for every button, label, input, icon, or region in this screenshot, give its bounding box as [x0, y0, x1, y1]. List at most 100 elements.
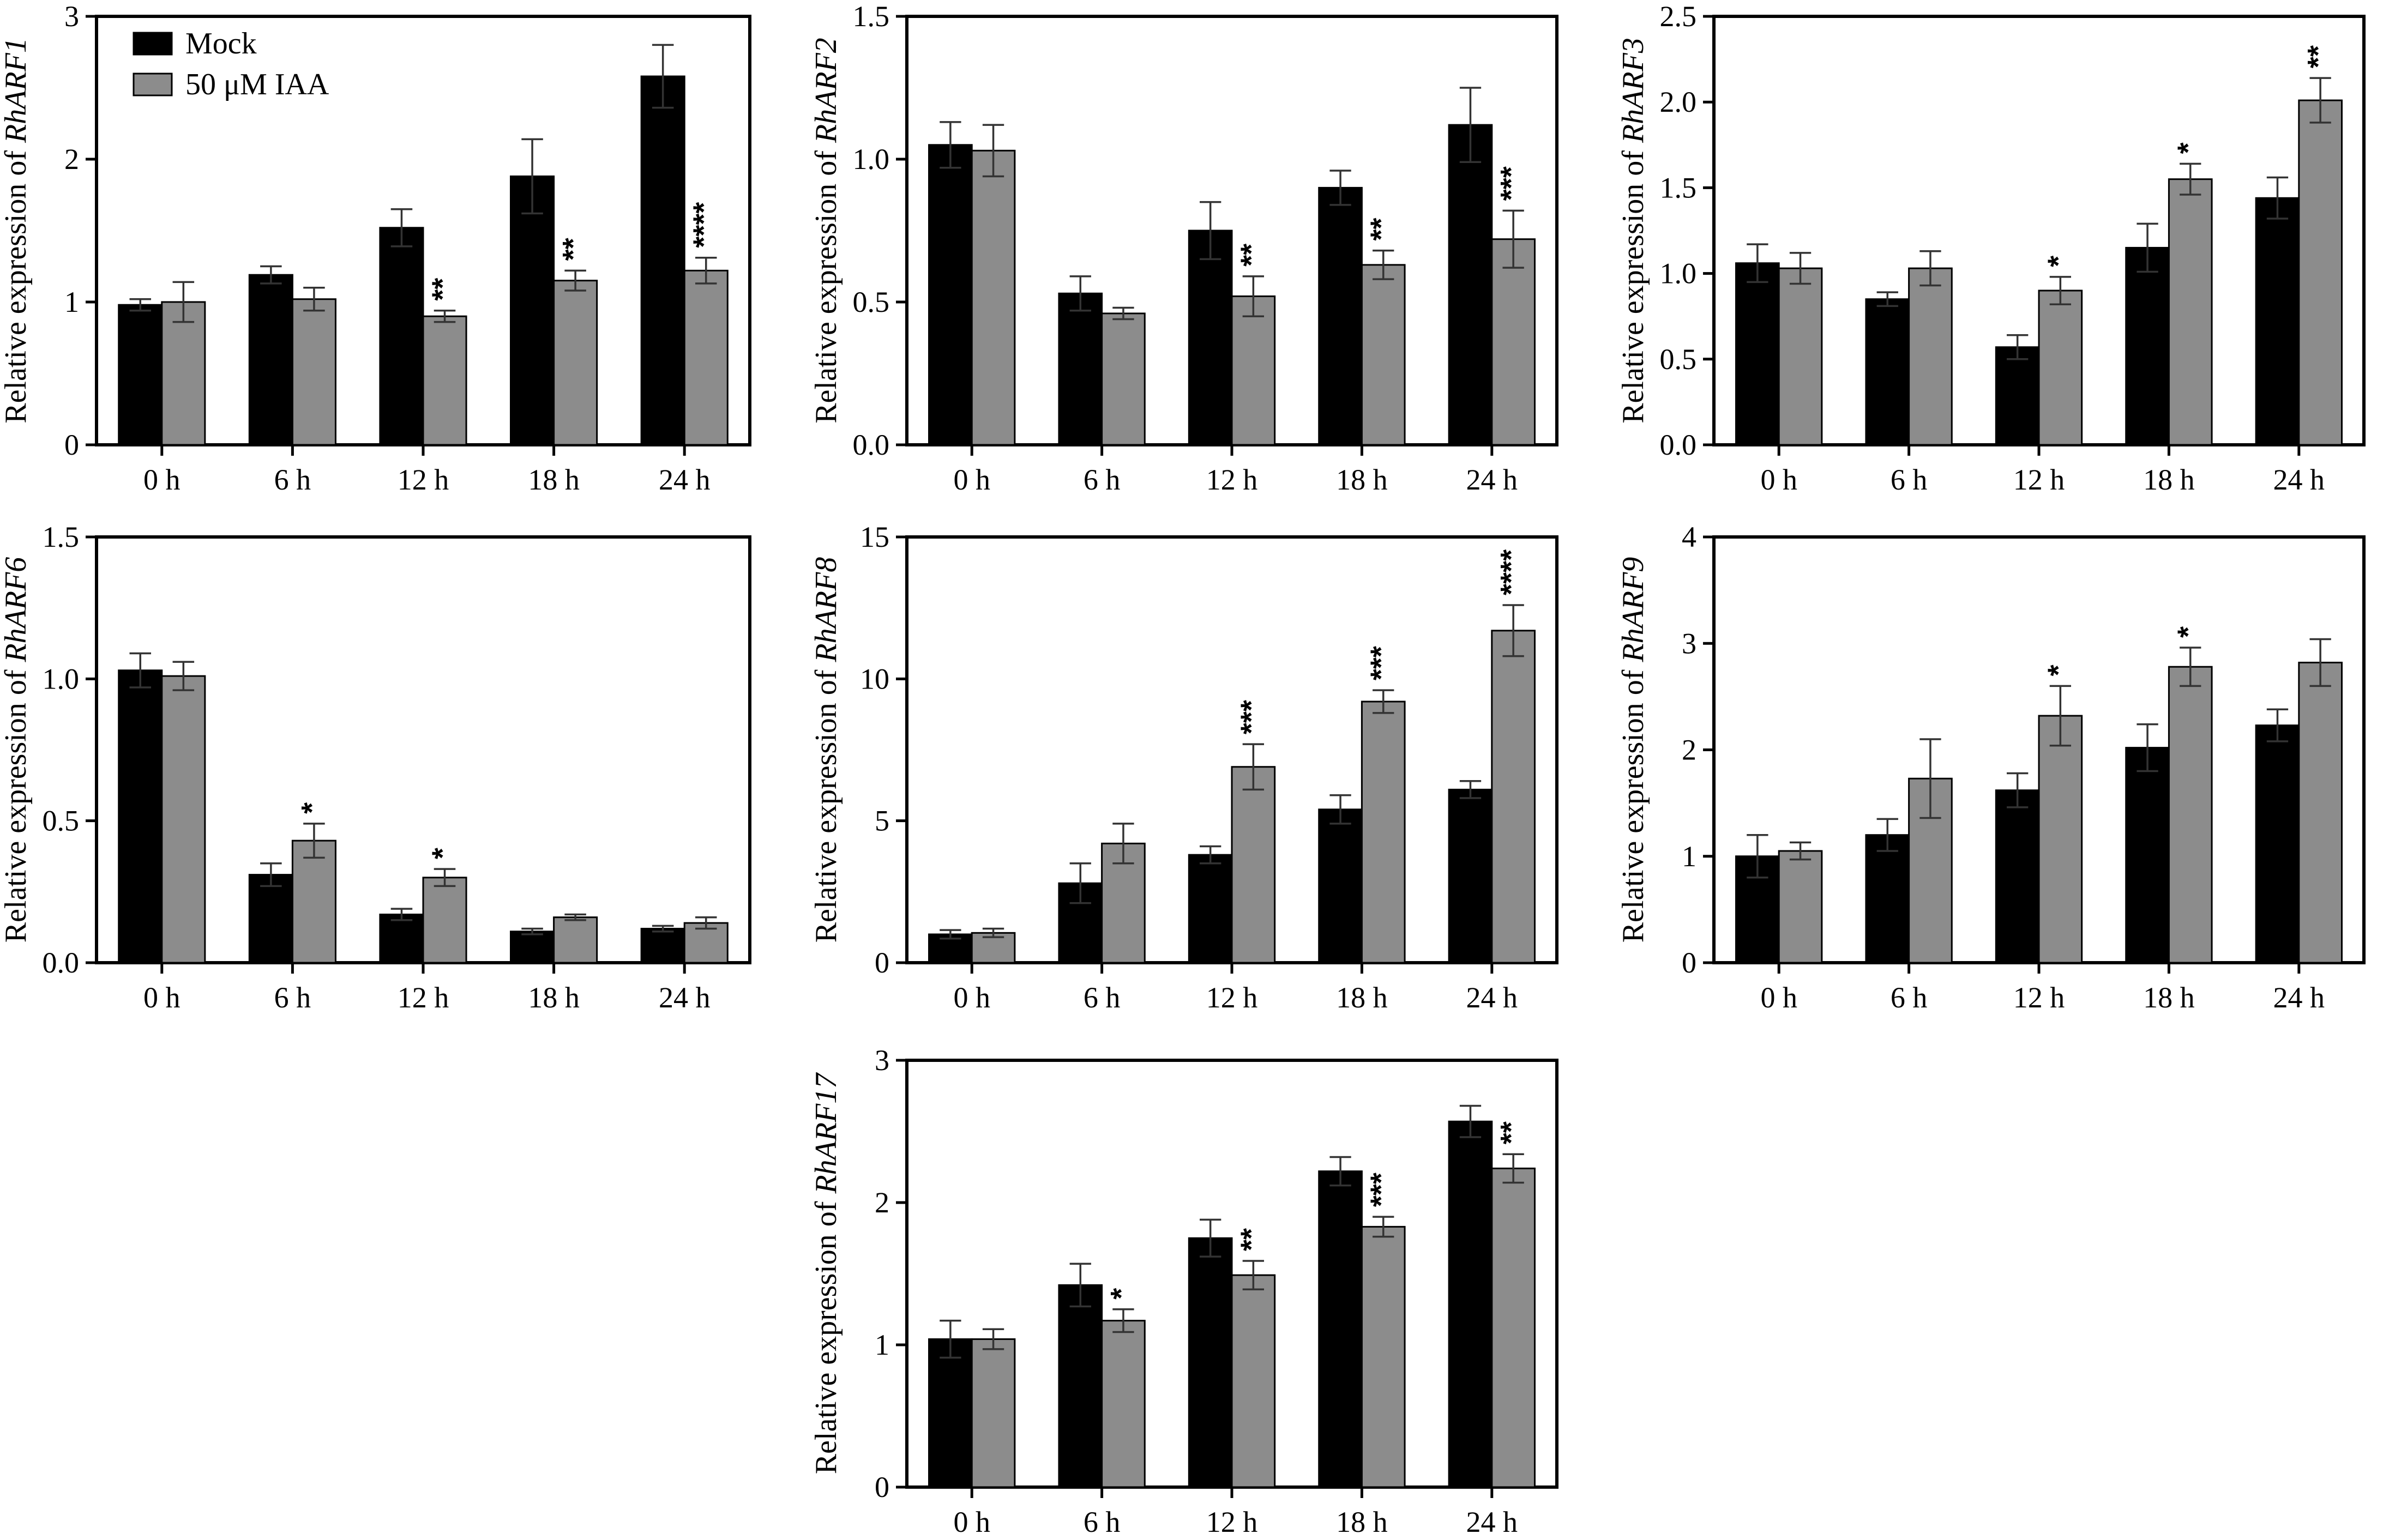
legend-label-mock: Mock — [185, 27, 257, 61]
bar-iaa — [291, 840, 336, 964]
x-tick-label: 6 h — [1084, 1506, 1121, 1538]
y-axis-label: Relative expression of RhARF3 — [1616, 38, 1650, 424]
bar-iaa — [1491, 1167, 1536, 1488]
bar-mock — [1318, 1170, 1363, 1488]
chart-RhARF2: 0.0 0.5 1.0 1.5 Relative expression of RhARF… — [809, 0, 1558, 496]
x-tick-label: 6 h — [274, 981, 311, 1014]
legend: Mock 50 μM IAA — [133, 27, 329, 101]
significance-label: * — [2042, 256, 2074, 267]
y-axis-label: Relative expression of RhARF2 — [809, 38, 843, 424]
bar-iaa — [2168, 178, 2213, 446]
bar-mock — [1058, 292, 1103, 446]
y-tick-label: 2 — [875, 1186, 889, 1219]
significance-label: **** — [1495, 549, 1527, 595]
y-tick-label: 0.5 — [43, 805, 80, 837]
x-tick-label: 12 h — [1206, 463, 1258, 496]
y-tick-label: 0.0 — [1660, 428, 1697, 461]
x-tick-label: 6 h — [1084, 463, 1121, 496]
bar-iaa — [1778, 267, 1823, 446]
bar-iaa — [971, 149, 1016, 446]
significance-label: * — [2172, 626, 2205, 638]
x-tick-label: 18 h — [528, 463, 580, 496]
chart-RhARF9: 0 1 2 3 4 Relative expression of RhARF9 0 h 6 h… — [1616, 521, 2366, 1014]
bar-mock — [1058, 1284, 1103, 1488]
bar-mock — [1995, 789, 2040, 964]
x-tick-label: 24 h — [659, 463, 711, 496]
chart-RhARF6: 0.0 0.5 1.0 1.5 Relative expression of RhARF… — [0, 521, 751, 1014]
x-tick-label: 24 h — [2273, 981, 2325, 1014]
x-tick-label: 12 h — [1206, 1506, 1258, 1538]
x-tick-label: 24 h — [659, 981, 711, 1014]
x-tick-label: 18 h — [2143, 463, 2195, 496]
significance-label: ** — [2302, 45, 2334, 68]
bar-mock — [928, 1338, 973, 1488]
x-tick-label: 0 h — [953, 1506, 990, 1538]
bar-iaa — [683, 269, 729, 446]
bar-mock — [1735, 262, 1780, 446]
bar-mock — [1188, 1237, 1233, 1488]
x-tick-label: 24 h — [1466, 1506, 1518, 1538]
y-tick-label: 1.0 — [853, 143, 890, 176]
bar-iaa — [422, 315, 467, 446]
bar-mock — [1735, 855, 1780, 964]
y-axis-label: Relative expression of RhARF9 — [1616, 557, 1650, 943]
bar-mock — [1448, 124, 1493, 446]
legend-label-iaa: 50 μM IAA — [185, 68, 329, 101]
x-tick-label: 18 h — [1336, 463, 1388, 496]
x-tick-label: 6 h — [1891, 463, 1928, 496]
bar-mock — [2125, 747, 2170, 964]
bar-mock — [379, 227, 424, 446]
x-tick-label: 0 h — [143, 981, 180, 1014]
bar-mock — [2125, 246, 2170, 446]
x-tick-label: 18 h — [1336, 981, 1388, 1014]
y-tick-label: 0 — [1682, 946, 1696, 979]
bar-iaa — [422, 877, 467, 964]
bar-iaa — [1231, 295, 1276, 446]
bar-iaa — [2168, 666, 2213, 964]
significance-label: ** — [1495, 1121, 1527, 1144]
bar-mock — [1448, 1120, 1493, 1488]
bar-iaa — [2298, 661, 2343, 964]
y-tick-label: 0 — [875, 946, 889, 979]
y-tick-label: 3 — [64, 0, 79, 33]
significance-label: * — [2172, 142, 2205, 154]
x-tick-label: 0 h — [953, 981, 990, 1014]
bar-iaa — [553, 280, 598, 446]
y-tick-label: 15 — [860, 521, 889, 553]
y-tick-label: 1.5 — [1660, 171, 1697, 204]
x-tick-label: 6 h — [1084, 981, 1121, 1014]
significance-label: ** — [1365, 218, 1398, 241]
significance-label: ** — [1235, 244, 1267, 267]
x-tick-label: 12 h — [2013, 981, 2065, 1014]
legend-swatch-mock — [133, 32, 173, 56]
bar-mock — [510, 931, 555, 964]
bar-iaa — [1101, 312, 1146, 446]
x-tick-label: 12 h — [398, 463, 449, 496]
chart-RhARF8: 0 5 10 15 Relative expression of RhARF8 0 h 6 … — [809, 521, 1558, 1014]
bar-iaa — [1231, 1274, 1276, 1488]
significance-label: ** — [1235, 1228, 1267, 1251]
y-tick-label: 0.0 — [853, 428, 890, 461]
legend-swatch-iaa — [133, 73, 173, 96]
y-tick-label: 1.5 — [853, 0, 890, 33]
bar-mock — [1995, 346, 2040, 446]
bar-mock — [510, 175, 555, 446]
x-tick-label: 12 h — [1206, 981, 1258, 1014]
y-tick-label: 2 — [1682, 734, 1696, 766]
bar-mock — [1188, 230, 1233, 446]
x-tick-label: 18 h — [1336, 1506, 1388, 1538]
bar-iaa — [1778, 850, 1823, 964]
bar-mock — [1318, 186, 1363, 446]
x-tick-label: 6 h — [1891, 981, 1928, 1014]
bar-mock — [640, 928, 685, 964]
x-tick-label: 24 h — [1466, 981, 1518, 1014]
y-tick-label: 1.5 — [43, 521, 80, 553]
y-axis-label: Relative expression of RhARF6 — [0, 557, 33, 943]
significance-label: *** — [1365, 1173, 1398, 1207]
bar-iaa — [553, 916, 598, 964]
bar-iaa — [2038, 289, 2083, 446]
significance-label: * — [426, 848, 459, 859]
bar-mock — [1865, 834, 1910, 964]
bar-iaa — [1361, 1225, 1406, 1488]
